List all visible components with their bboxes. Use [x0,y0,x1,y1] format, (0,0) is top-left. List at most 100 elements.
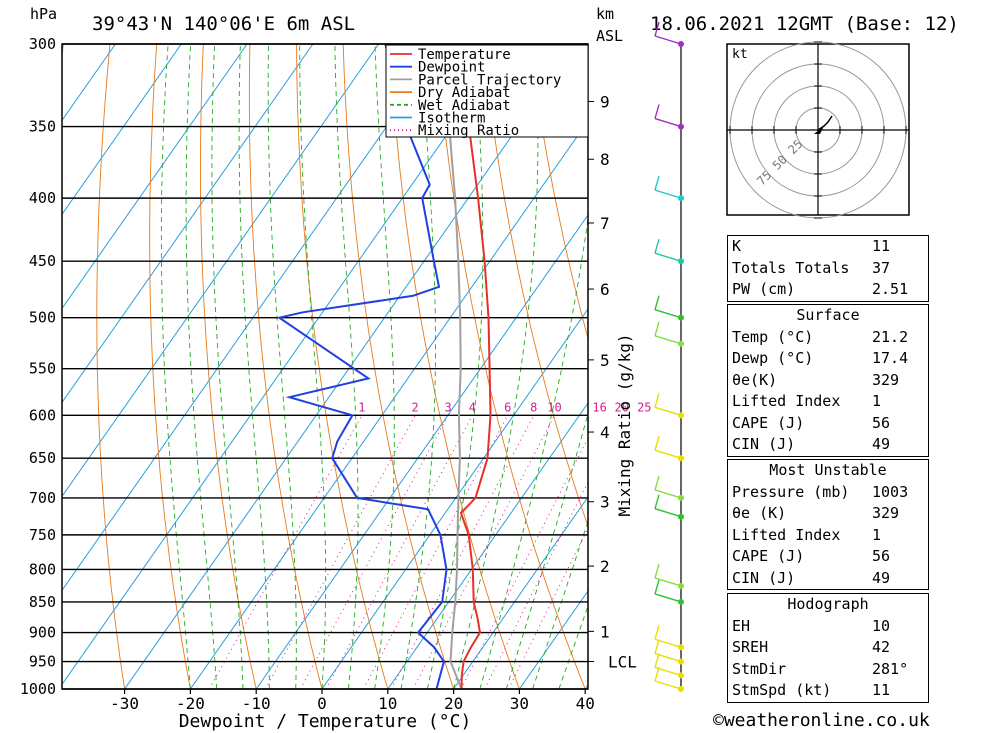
stat-value: 11 [872,681,891,699]
wind-barb-staff [654,638,682,648]
stat-value: 17.4 [872,349,909,367]
wind-barb-staff [654,35,682,45]
isotherm-line [453,496,588,689]
pressure-tick-label: 500 [29,309,56,327]
pressure-tick-label: 450 [29,252,56,270]
stat-label: Pressure (mb) [732,482,850,501]
height-tick-label: 9 [600,93,610,112]
wind-barb-staff [654,308,682,319]
stat-row: θe (K) 329 [728,503,928,525]
wind-barb [654,393,682,417]
stat-value: 1 [872,392,882,410]
stat-value: 10 [872,616,891,635]
hodograph-unit-label: kt [732,47,748,62]
stat-value: 329 [872,504,900,522]
height-tick-label: 5 [600,351,610,370]
wind-barb-flag [654,321,660,336]
wind-barb [654,104,682,128]
stat-value: 1 [872,525,882,544]
wind-barb-flag [654,393,660,408]
legend-label: Mixing Ratio [418,123,519,139]
wind-barb [654,639,682,663]
stat-value: 42 [872,638,891,656]
plot-frame [61,43,589,690]
stat-row: StmDir 281° [728,659,928,681]
wind-barb [654,321,682,345]
stat-row: EH 10 [728,616,928,638]
dewpoint-line [276,44,448,689]
stat-row: Lifted Index 1 [728,525,928,547]
wind-barb-flag [654,175,660,191]
mixing-ratio-line [363,415,509,689]
most-unstable-table: Most Unstable Pressure (mb) 1003 θe (K) 32… [727,459,929,590]
wet-adiabat-line [160,44,191,689]
wind-barb-staff [654,593,682,603]
wind-barb-flag [654,104,660,119]
wind-barb [654,436,682,459]
pressure-tick-label: 800 [29,560,56,578]
stat-label: CAPE (J) [732,547,805,565]
wind-barb-flag [654,653,660,668]
dry-adiabat-line [996,44,1000,689]
stat-label: EH [732,616,751,635]
mixing-ratio-value-label: 8 [530,400,537,414]
wind-barb-flag [654,436,660,451]
isotherm-line [189,120,588,689]
height-tick-label: 3 [600,493,610,512]
wind-barb [654,175,682,199]
mixing-ratio-value-label: 25 [637,400,651,414]
pressure-tick-label: 700 [29,489,56,507]
stat-value: 2.51 [872,280,909,298]
pressure-tick-label: 850 [29,593,56,611]
x-axis-label: Dewpoint / Temperature (°C) [179,711,472,732]
stat-row: StmSpd (kt) 11 [728,680,928,702]
stat-label: CAPE (J) [732,413,805,432]
stat-row-totals: Totals Totals 37 [728,258,928,280]
pressure-tick-label: 300 [29,35,56,53]
wind-barb-staff [654,666,682,677]
mixing-ratio-line [299,415,449,689]
stat-label: StmSpd (kt) [732,681,832,699]
dry-adiabat-line [149,44,191,689]
parcel-trajectory-line [440,44,463,689]
temp-tick-label: 40 [576,694,595,713]
wind-barb-staff [654,252,682,262]
copyright-label: ©weatheronline.co.uk [713,710,930,731]
mixing-ratio-value-label: 1 [358,400,365,414]
stat-row: Pressure (mb) 1003 [728,482,928,504]
stat-label: CIN (J) [732,568,796,587]
wet-adiabat-line [185,44,218,689]
wet-adiabat-line [400,44,436,689]
legend-label: Wet Adiabat [418,98,511,114]
legend-label: Parcel Trajectory [418,72,561,88]
stat-value: 11 [872,237,891,255]
isotherm-line [255,214,588,689]
pressure-tick-label: 350 [29,118,56,136]
mixing-ratio-axis-label: Mixing Ratio (g/kg) [615,333,634,516]
stat-row: θe(K) 329 [728,370,928,392]
stat-label: PW (cm) [732,280,796,298]
wet-adiabat-line [479,214,588,689]
stat-label: StmDir [732,659,787,678]
wind-barb [654,579,682,603]
stat-value: 1003 [872,482,909,501]
pressure-tick-label: 750 [29,526,56,544]
pressure-tick-label: 550 [29,360,56,378]
mixing-ratio-line [484,481,588,689]
dry-adiabat-line [389,44,520,689]
isotherm-line [62,44,380,498]
legend-label: Dry Adiabat [418,85,511,101]
stat-row: SREH 42 [728,637,928,659]
wind-barb-flag [654,494,660,509]
stat-label: Dewp (°C) [732,349,814,367]
location-label: 39°43'N 140°06'E 6m ASL [92,13,355,35]
wet-adiabat-line [211,44,244,689]
stat-label: Lifted Index [732,525,841,544]
legend-label: Temperature [418,47,511,63]
mixing-ratio-value-label: 16 [592,400,606,414]
pressure-tick-label: 400 [29,189,56,207]
temperature-line [459,44,492,689]
wind-barb-flag [654,21,660,37]
